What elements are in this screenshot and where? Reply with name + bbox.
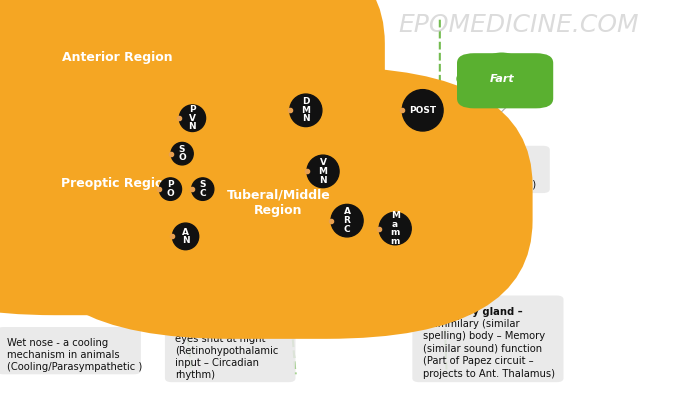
Text: Posterior of cow –: Posterior of cow –	[423, 157, 523, 167]
Ellipse shape	[160, 178, 181, 200]
Text: are secreted by lacrimal: are secreted by lacrimal	[7, 51, 128, 61]
Text: A
R
C: A R C	[344, 208, 351, 234]
FancyBboxPatch shape	[24, 67, 533, 339]
Text: Milk secretion: Milk secretion	[258, 259, 327, 269]
Ellipse shape	[192, 178, 214, 200]
Text: Above the eyes –: Above the eyes –	[7, 39, 101, 48]
Circle shape	[484, 53, 519, 73]
Text: Mammilary (similar: Mammilary (similar	[423, 319, 519, 329]
Text: Lateral – Hunger Center: Lateral – Hunger Center	[206, 94, 326, 104]
FancyBboxPatch shape	[196, 24, 340, 106]
Text: Tuberal/Middle
Region: Tuberal/Middle Region	[227, 189, 330, 217]
Text: (Cooling/Parasympathetic ): (Cooling/Parasympathetic )	[7, 362, 142, 372]
Ellipse shape	[171, 143, 193, 165]
Text: projects to Ant. Thalamus): projects to Ant. Thalamus)	[423, 369, 554, 379]
Text: release): release)	[31, 200, 71, 210]
Text: POST: POST	[409, 106, 436, 115]
Text: S
C: S C	[199, 180, 206, 198]
Ellipse shape	[331, 204, 363, 237]
Text: VMN – Satiety Center: VMN – Satiety Center	[206, 82, 312, 92]
FancyBboxPatch shape	[0, 0, 385, 189]
Text: Curved/Arched Udder –: Curved/Arched Udder –	[258, 247, 387, 257]
Text: Medial) – Eating: Medial) – Eating	[206, 46, 286, 56]
Text: Eyes: Eyes	[322, 177, 348, 186]
Text: Sleeps with: Sleeps with	[279, 322, 344, 332]
Circle shape	[457, 69, 491, 89]
Text: spelling) body – Memory: spelling) body – Memory	[423, 331, 545, 342]
Text: secretion – Water: secretion – Water	[7, 89, 94, 98]
Text: show lust (GnRH: show lust (GnRH	[31, 188, 113, 198]
Text: (Heating/Sympathetic): (Heating/Sympathetic)	[423, 180, 536, 190]
Text: Eyes –: Eyes –	[175, 322, 209, 332]
Text: input – Circadian: input – Circadian	[175, 358, 259, 368]
FancyBboxPatch shape	[165, 311, 295, 382]
Text: Anterior Region: Anterior Region	[62, 51, 172, 63]
Text: EPOMEDICINE.COM: EPOMEDICINE.COM	[398, 13, 639, 37]
Text: Fart: Fart	[489, 74, 514, 84]
Text: Wet nose - a cooling: Wet nose - a cooling	[7, 338, 108, 348]
FancyBboxPatch shape	[247, 236, 392, 319]
Text: D
M
N: D M N	[301, 97, 310, 123]
Text: DMN – GI stimulation: DMN – GI stimulation	[206, 70, 312, 80]
Text: Preoptic Region: Preoptic Region	[61, 177, 172, 190]
Text: Lateral Nucleus: Lateral Nucleus	[298, 142, 396, 155]
Ellipse shape	[179, 105, 206, 132]
Ellipse shape	[283, 129, 412, 168]
FancyBboxPatch shape	[0, 327, 141, 374]
Text: (similar sound) function: (similar sound) function	[423, 344, 542, 354]
FancyBboxPatch shape	[20, 165, 151, 213]
Circle shape	[502, 57, 536, 77]
Text: mechanism in animals: mechanism in animals	[7, 350, 120, 360]
Text: Mammary gland –: Mammary gland –	[423, 307, 522, 316]
FancyBboxPatch shape	[412, 296, 564, 382]
Ellipse shape	[307, 155, 339, 188]
Text: A
N: A N	[182, 228, 190, 245]
Text: P
O: P O	[167, 180, 174, 198]
Ellipse shape	[172, 223, 199, 250]
Text: M
a
m
m: M a m m	[391, 211, 400, 246]
Text: Tears: Tears	[318, 39, 349, 48]
Ellipse shape	[402, 90, 443, 131]
Circle shape	[512, 69, 546, 89]
Text: gland located above the: gland located above the	[7, 63, 128, 74]
Text: balance): balance)	[7, 101, 50, 111]
Circle shape	[468, 57, 502, 77]
Text: (Hypothalamic releasing: (Hypothalamic releasing	[258, 271, 379, 281]
Text: Hot fart –: Hot fart –	[423, 169, 469, 178]
Ellipse shape	[290, 94, 322, 126]
Text: eyes shut at night: eyes shut at night	[175, 334, 266, 344]
Text: (Part of Papez circuit –: (Part of Papez circuit –	[423, 357, 533, 366]
Text: factors – Dopamine: factors – Dopamine	[258, 283, 355, 293]
Text: Front of eyes –: Front of eyes –	[31, 177, 113, 186]
FancyBboxPatch shape	[0, 51, 385, 315]
Ellipse shape	[379, 212, 411, 245]
Text: (Retinohypothalamic: (Retinohypothalamic	[175, 346, 279, 356]
Text: eyes (ADH and oxytocin: eyes (ADH and oxytocin	[7, 76, 127, 86]
FancyBboxPatch shape	[412, 146, 550, 193]
FancyBboxPatch shape	[457, 53, 553, 108]
Text: inhibits prolactin and milk: inhibits prolactin and milk	[258, 295, 388, 305]
FancyBboxPatch shape	[0, 28, 141, 114]
Text: Stomach (Lateral and: Stomach (Lateral and	[206, 35, 314, 45]
Text: P
V
N: P V N	[188, 105, 196, 131]
Text: V
M
N: V M N	[318, 158, 328, 184]
Text: rhythm): rhythm)	[175, 370, 215, 379]
Text: S
O: S O	[178, 145, 186, 162]
Text: secretion): secretion)	[258, 307, 307, 316]
